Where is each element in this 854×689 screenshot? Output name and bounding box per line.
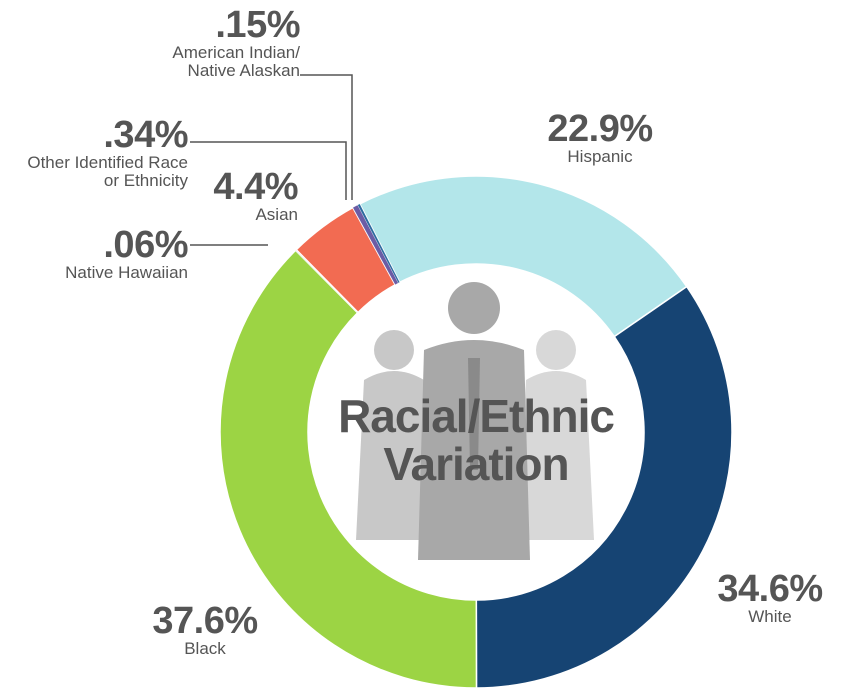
- value-label: 22.9%: [520, 110, 680, 148]
- slice-label: 34.6%White: [700, 570, 840, 626]
- slice-label: .34%Other Identified Race or Ethnicity: [10, 116, 188, 190]
- category-label: American Indian/ Native Alaskan: [120, 44, 300, 80]
- category-label: Black: [130, 640, 280, 658]
- category-label: Hispanic: [520, 148, 680, 166]
- category-label: Asian: [130, 206, 298, 224]
- chart: Racial/Ethnic Variation 22.9%Hispanic 34.…: [0, 0, 854, 689]
- category-label: Native Hawaiian: [20, 264, 188, 282]
- value-label: .15%: [120, 6, 300, 44]
- chart-title: Racial/Ethnic Variation: [316, 392, 636, 488]
- value-label: 34.6%: [700, 570, 840, 608]
- slice-label: .06%Native Hawaiian: [20, 226, 188, 282]
- slice-label: 22.9%Hispanic: [520, 110, 680, 166]
- slice-label: 37.6%Black: [130, 602, 280, 658]
- slice-label: .15%American Indian/ Native Alaskan: [120, 6, 300, 80]
- value-label: 37.6%: [130, 602, 280, 640]
- slice: [360, 176, 687, 337]
- category-label: Other Identified Race or Ethnicity: [10, 154, 188, 190]
- value-label: .34%: [10, 116, 188, 154]
- value-label: .06%: [20, 226, 188, 264]
- category-label: White: [700, 608, 840, 626]
